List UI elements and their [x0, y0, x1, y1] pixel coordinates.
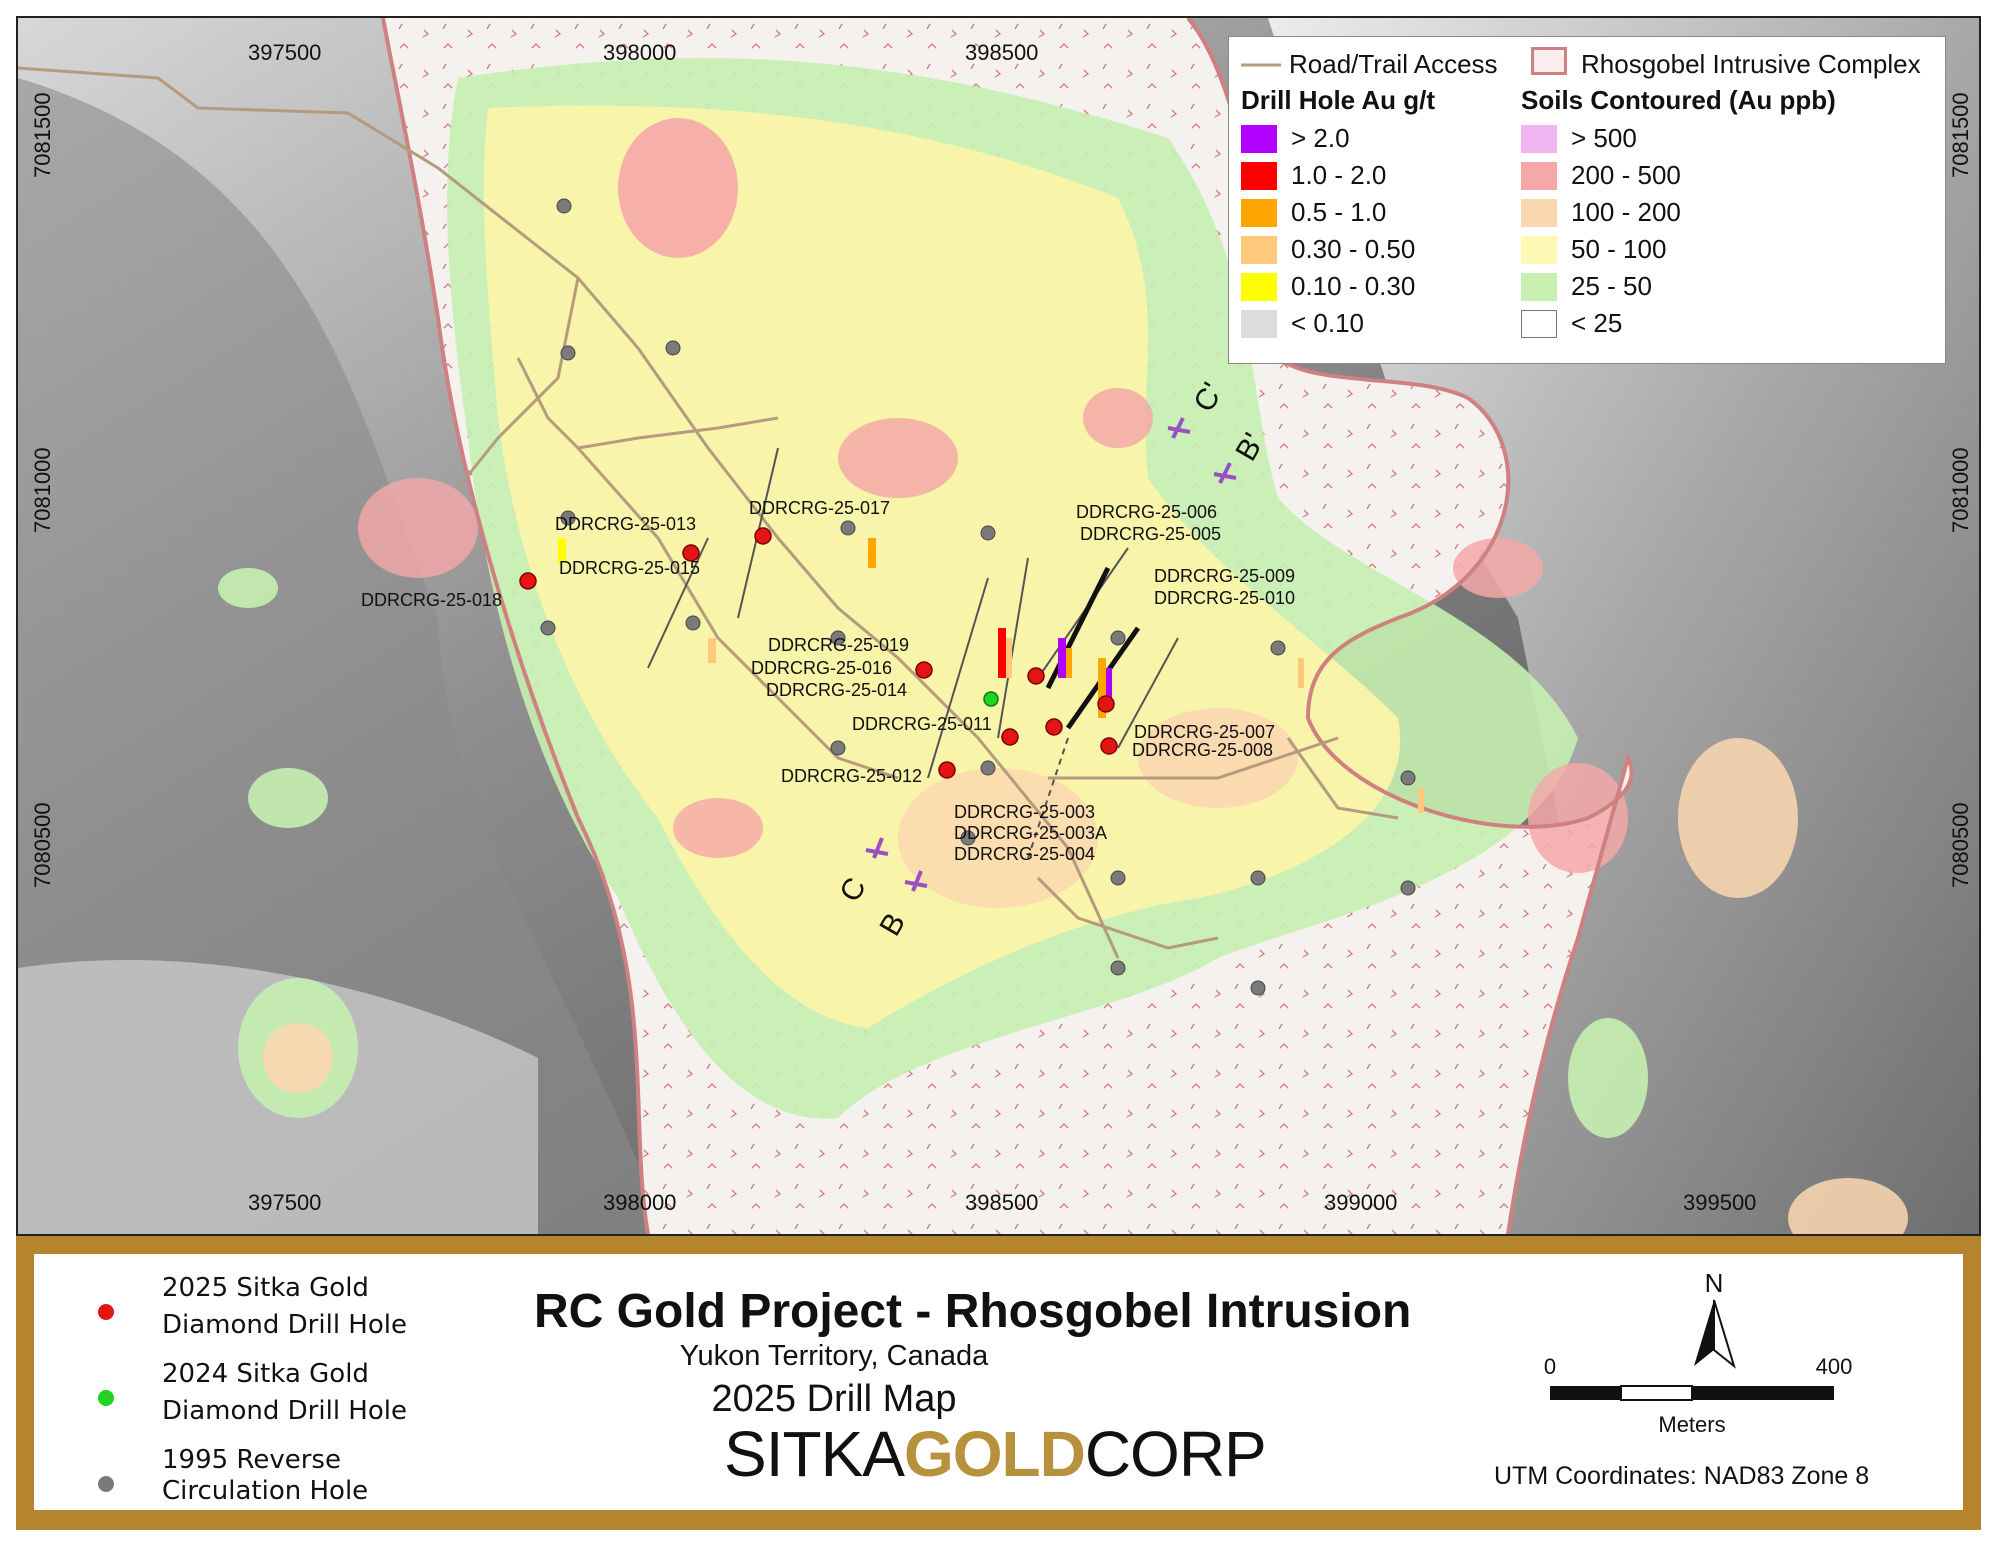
logo-word-1: SITKA — [724, 1418, 905, 1490]
legend-2024-line1: 2024 Sitka Gold — [162, 1359, 369, 1389]
hole-label: DDRCRG-25-003 — [954, 802, 1095, 822]
road-legend-label: Road/Trail Access — [1289, 49, 1498, 79]
drill-hole-2024 — [983, 691, 999, 707]
soil-class-label: > 500 — [1571, 123, 1637, 153]
drill-class-swatch — [1241, 125, 1277, 153]
y-tick-label-left: 7081500 — [30, 92, 55, 178]
soil-class-label: 25 - 50 — [1571, 271, 1652, 301]
intrusive-legend-label: Rhosgobel Intrusive Complex — [1581, 49, 1921, 79]
drill-class-label: < 0.10 — [1291, 308, 1365, 338]
drill-class-label: 0.30 - 0.50 — [1291, 234, 1416, 264]
x-tick-label-bottom: 398000 — [603, 1190, 676, 1215]
grid-labels: 397500 398000 398500 397500 398000 39850… — [30, 40, 1973, 1215]
hole-labels: DDRCRG-25-013 DDRCRG-25-017 DDRCRG-25-01… — [361, 498, 1295, 864]
y-tick-label-right: 7080500 — [1948, 802, 1973, 888]
drill-legend-title: Drill Hole Au g/t — [1241, 85, 1436, 115]
legend-2024-line2: Diamond Drill Hole — [162, 1396, 407, 1426]
north-label: N — [1705, 1270, 1724, 1298]
logo-word-3: CORP — [1084, 1418, 1267, 1490]
hole-label: DDRCRG-25-008 — [1132, 740, 1273, 760]
hole-label: DDRCRG-25-012 — [781, 766, 922, 786]
hole-label: DDRCRG-25-004 — [954, 844, 1095, 864]
soil-class-swatch — [1521, 199, 1557, 227]
hole-label: DDRCRG-25-013 — [555, 514, 696, 534]
hole-label: DDRCRG-25-006 — [1076, 502, 1217, 522]
y-tick-label-right: 7081000 — [1948, 447, 1973, 533]
map-title: RC Gold Project - Rhosgobel Intrusion — [534, 1285, 1412, 1338]
drill-class-label: > 2.0 — [1291, 123, 1350, 153]
hole-label: DDRCRG-25-005 — [1080, 524, 1221, 544]
y-tick-label-right: 7081500 — [1948, 92, 1973, 178]
x-tick-label-top: 398500 — [965, 40, 1038, 65]
soil-class-swatch — [1521, 236, 1557, 264]
soil-class-swatch — [1521, 273, 1557, 301]
drill-class-label: 0.5 - 1.0 — [1291, 197, 1387, 227]
hole-label: DDRCRG-25-016 — [751, 658, 892, 678]
hole-label: DDRCRG-25-003A — [954, 823, 1107, 843]
x-tick-label-top: 397500 — [248, 40, 321, 65]
hillshade-ridge — [18, 78, 668, 1234]
logo-word-2: GOLD — [903, 1418, 1086, 1490]
scale-bar: 0 400 Meters — [1544, 1354, 1853, 1437]
drill-class-swatch — [1241, 199, 1277, 227]
hole-label: DDRCRG-25-007 — [1134, 722, 1275, 742]
assay-bars — [558, 538, 1424, 813]
legend-1995-line2: Circulation Hole — [162, 1476, 369, 1506]
x-tick-label-bottom: 399500 — [1683, 1190, 1756, 1215]
hole-label: DDRCRG-25-011 — [852, 714, 992, 734]
drill-holes-1995 — [540, 198, 1416, 996]
map-subtitle: Yukon Territory, Canada — [679, 1340, 989, 1372]
hole-label: DDRCRG-25-014 — [766, 680, 907, 700]
soil-class-swatch — [1521, 125, 1557, 153]
drill-holes-2025 — [519, 527, 1118, 779]
legend-2025-line1: 2025 Sitka Gold — [162, 1273, 369, 1303]
north-arrow-icon: N — [1694, 1270, 1736, 1369]
map-type: 2025 Drill Map — [711, 1378, 957, 1420]
scale-units-label: Meters — [1658, 1412, 1725, 1437]
legend-1995-dot — [98, 1476, 114, 1492]
hole-label: DDRCRG-25-018 — [361, 590, 502, 610]
soils-legend-title: Soils Contoured (Au ppb) — [1521, 85, 1836, 115]
soil-class-label: 100 - 200 — [1571, 197, 1681, 227]
road-legend-symbol — [1241, 63, 1281, 67]
map-frame[interactable]: C' B' C B DDRCRG-25-013 DDRCRG-25-017 DD… — [16, 16, 1981, 1236]
legend-2025-dot — [98, 1304, 114, 1320]
legend-2025-line2: Diamond Drill Hole — [162, 1310, 407, 1340]
hole-label: DDRCRG-25-017 — [749, 498, 890, 518]
soil-class-label: < 25 — [1571, 308, 1623, 338]
drill-class-label: 0.10 - 0.30 — [1291, 271, 1416, 301]
y-tick-label-left: 7080500 — [30, 802, 55, 888]
hole-label: DDRCRG-25-010 — [1154, 588, 1295, 608]
drill-class-swatch — [1241, 162, 1277, 190]
footer-inner: 2025 Sitka Gold Diamond Drill Hole 2024 … — [34, 1254, 1963, 1510]
soil-contours — [218, 58, 1908, 1234]
soil-class-swatch — [1521, 162, 1557, 190]
drill-class-swatch — [1241, 273, 1277, 301]
scale-end-label: 400 — [1816, 1354, 1853, 1379]
map-legend: Road/Trail Access Rhosgobel Intrusive Co… — [1228, 36, 1946, 364]
drill-class-swatch — [1241, 236, 1277, 264]
utm-coordinates: UTM Coordinates: NAD83 Zone 8 — [1494, 1462, 1870, 1490]
y-tick-label-left: 7081000 — [30, 447, 55, 533]
legend-2024-dot — [98, 1390, 114, 1406]
footer-panel: 2025 Sitka Gold Diamond Drill Hole 2024 … — [16, 1236, 1981, 1530]
section-markers — [865, 417, 1237, 892]
x-tick-label-bottom: 398500 — [965, 1190, 1038, 1215]
soil-class-label: 200 - 500 — [1571, 160, 1681, 190]
soil-class-swatch — [1521, 310, 1557, 338]
hole-label: DDRCRG-25-009 — [1154, 566, 1295, 586]
x-tick-label-bottom: 399000 — [1324, 1190, 1397, 1215]
hole-label: DDRCRG-25-015 — [559, 558, 700, 578]
soil-class-label: 50 - 100 — [1571, 234, 1667, 264]
intrusive-legend-swatch — [1531, 47, 1567, 75]
company-logo: SITKAGOLDCORP — [724, 1417, 1284, 1491]
legend-1995-line1: 1995 Reverse — [162, 1445, 341, 1475]
drill-class-label: 1.0 - 2.0 — [1291, 160, 1387, 190]
roads — [18, 66, 1399, 959]
drill-class-swatch — [1241, 310, 1277, 338]
hole-label: DDRCRG-25-019 — [768, 635, 909, 655]
x-tick-label-top: 398000 — [603, 40, 676, 65]
x-tick-label-bottom: 397500 — [248, 1190, 321, 1215]
scale-start-label: 0 — [1544, 1354, 1556, 1379]
